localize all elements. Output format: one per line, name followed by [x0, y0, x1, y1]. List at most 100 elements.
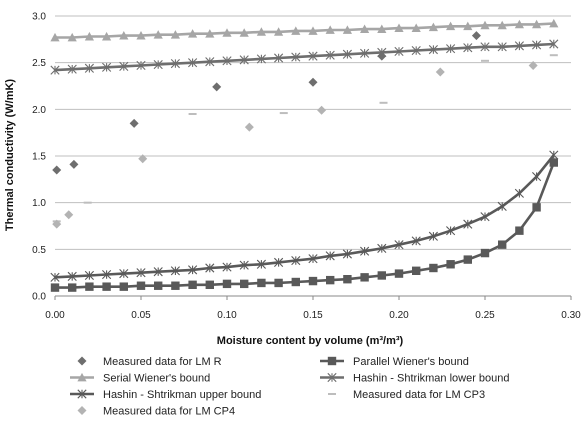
data-point: [256, 259, 266, 269]
y-tick-label: 3.0: [32, 12, 46, 23]
legend-marker: [327, 372, 337, 383]
legend-item: Measured data for LM R: [77, 356, 222, 368]
y-tick-label: 1.0: [32, 198, 46, 209]
data-point: [52, 165, 62, 175]
data-point: [222, 262, 232, 272]
y-axis: 0.0 0.5 1.0 1.5 2.0 2.5 3.0: [32, 12, 46, 303]
data-point: [50, 32, 60, 42]
data-point: [136, 268, 146, 278]
data-point: [429, 263, 438, 273]
data-point: [119, 31, 129, 40]
data-point: [222, 279, 232, 289]
data-point: [377, 47, 387, 57]
data-point: [428, 45, 438, 55]
data-point: [119, 282, 128, 291]
data-point: [136, 31, 146, 40]
data-point: [256, 54, 266, 64]
data-point: [67, 32, 77, 42]
legend-label: Serial Wiener's bound: [103, 373, 210, 385]
data-point: [274, 53, 284, 63]
data-point: [67, 64, 77, 74]
series-5: [52, 54, 558, 223]
data-point: [84, 270, 94, 281]
series-line: [55, 22, 554, 39]
data-point: [463, 255, 472, 264]
data-point: [138, 154, 148, 164]
y-tick-label: 0.5: [32, 245, 46, 256]
data-point: [446, 260, 455, 269]
data-point: [360, 24, 370, 33]
data-point: [514, 41, 524, 51]
legend-label: Hashin - Shtrikman upper bound: [103, 389, 261, 401]
y-tick-label: 0.0: [32, 292, 46, 303]
data-point: [84, 63, 94, 73]
legend-label: Parallel Wiener's bound: [353, 356, 469, 368]
data-point: [528, 60, 538, 70]
data-point: [64, 210, 74, 220]
series-3: [50, 39, 559, 75]
data-point: [497, 42, 507, 52]
data-point: [102, 62, 112, 72]
data-point: [377, 243, 387, 253]
data-point: [342, 249, 352, 259]
data-point: [480, 20, 490, 30]
data-point: [325, 25, 335, 34]
data-point: [549, 18, 559, 28]
legend-label: Measured data for LM CP4: [103, 406, 235, 418]
data-point: [411, 236, 421, 246]
data-point: [52, 219, 62, 229]
data-point: [222, 56, 232, 66]
series-2: [50, 18, 559, 42]
data-point: [308, 77, 318, 87]
legend-marker: [77, 372, 87, 382]
data-point: [497, 201, 507, 211]
data-point: [212, 82, 222, 92]
data-point: [435, 67, 445, 77]
data-point: [446, 21, 456, 31]
data-point: [136, 60, 146, 71]
data-point: [170, 59, 180, 69]
legend-item: Parallel Wiener's bound: [320, 356, 469, 368]
data-point: [532, 40, 542, 50]
data-point: [188, 280, 197, 289]
x-tick-label: 0.25: [475, 310, 495, 321]
legend-marker: [77, 389, 87, 399]
data-point: [326, 275, 335, 285]
data-point: [205, 29, 215, 38]
data-point: [394, 269, 404, 278]
data-point: [291, 255, 301, 266]
data-point: [291, 52, 301, 62]
data-point: [67, 271, 77, 281]
data-point: [188, 58, 198, 68]
data-point: [549, 39, 559, 49]
x-axis: 0.00 0.05 0.10 0.15 0.20 0.25 0.30: [45, 296, 581, 321]
data-point: [68, 283, 77, 292]
legend-item: Measured data for LM CP3: [328, 389, 485, 401]
data-point: [428, 231, 438, 241]
data-point: [308, 51, 318, 61]
data-point: [498, 240, 507, 249]
series-line: [54, 42, 554, 72]
y-tick-label: 2.5: [32, 58, 46, 69]
data-point: [170, 30, 180, 39]
legend-label: Hashin - Shtrikman lower bound: [353, 373, 510, 385]
gridlines: [55, 15, 571, 250]
data-point: [136, 281, 146, 290]
data-point: [394, 46, 404, 57]
y-tick-label: 1.5: [32, 152, 46, 163]
data-point: [394, 240, 404, 250]
data-point: [446, 44, 456, 54]
data-point: [153, 267, 163, 277]
series-1: [50, 158, 558, 292]
data-point: [532, 171, 542, 182]
data-point: [244, 122, 254, 132]
data-point: [257, 278, 266, 288]
data-point: [463, 43, 473, 53]
legend-item: Hashin - Shtrikman lower bound: [320, 373, 510, 385]
data-point: [129, 118, 139, 128]
data-point: [222, 28, 232, 37]
y-tick-label: 2.0: [32, 105, 46, 116]
data-point: [471, 31, 481, 41]
x-tick-label: 0.00: [45, 310, 65, 321]
data-point: [102, 31, 112, 41]
